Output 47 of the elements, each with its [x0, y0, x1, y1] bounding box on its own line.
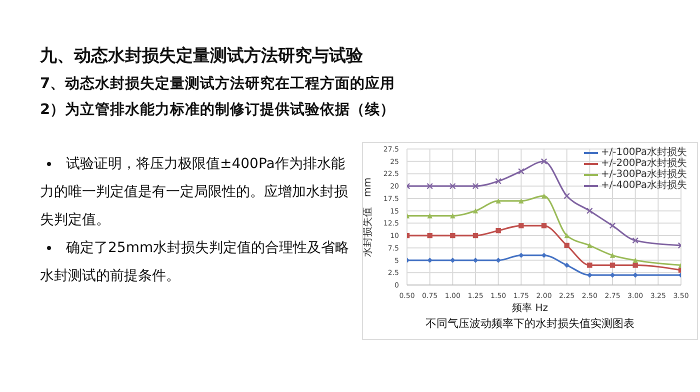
point — [472, 208, 478, 214]
point — [472, 232, 478, 238]
legend-label: +/-100Pa水封损失 — [600, 147, 687, 158]
point — [540, 158, 548, 165]
point — [610, 262, 616, 268]
point — [564, 262, 570, 268]
point — [496, 198, 501, 204]
point — [586, 208, 593, 214]
point — [495, 178, 502, 184]
point — [541, 223, 547, 228]
text: 2）为立管排水能力标准的制修订提供试验依据（续） — [40, 100, 396, 119]
legend-label: +/-400Pa水封损失 — [600, 180, 687, 191]
line-series — [407, 252, 681, 278]
point — [587, 262, 592, 268]
point — [587, 242, 592, 248]
point — [632, 262, 638, 268]
text: 试验证明，将压力极限值±400Pa作为排水能力的唯一判定值是有一定局限性的。应增加水封损失判定值。 — [40, 156, 348, 228]
point — [564, 232, 570, 238]
point — [541, 193, 547, 199]
legend-label: +/-300Pa水封损失 — [600, 169, 687, 180]
point — [518, 198, 524, 204]
point — [427, 213, 432, 218]
text: 不同气压波动频率下的水封损失值实测图表 — [424, 316, 636, 331]
point — [496, 228, 501, 234]
point — [518, 223, 524, 228]
point — [632, 272, 638, 278]
x-axis-title: 频率 Hz — [511, 302, 549, 315]
point — [426, 182, 434, 190]
line-series — [407, 193, 681, 268]
point — [450, 232, 456, 238]
point — [609, 222, 616, 229]
point — [587, 272, 592, 278]
point — [518, 168, 524, 174]
point — [564, 192, 570, 200]
point — [427, 232, 432, 238]
text: 九、动态水封损失定量测试方法研究与试验 — [40, 45, 363, 67]
point — [564, 242, 570, 248]
legend-label: +/-200Pa水封损失 — [600, 158, 687, 169]
line-series — [407, 223, 681, 273]
point — [632, 258, 638, 263]
point — [632, 237, 639, 244]
text: 7、动态水封损失定量测试方法研究在工程方面的应用 — [40, 74, 396, 93]
text: 确定了25mm水封损失判定值的合理性及省略水封测试的前提条件。 — [40, 240, 350, 284]
point — [610, 252, 616, 258]
point — [450, 213, 456, 218]
point — [449, 182, 456, 190]
point — [472, 182, 479, 190]
